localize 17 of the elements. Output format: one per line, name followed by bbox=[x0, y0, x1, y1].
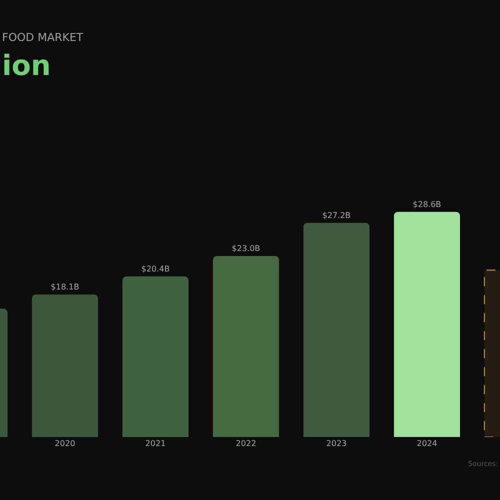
x-tick-label: 2020 bbox=[54, 439, 76, 448]
data-label: $18.1B bbox=[50, 282, 80, 292]
x-tick-label: 2023 bbox=[326, 439, 347, 448]
bar bbox=[303, 222, 370, 437]
chart-subtitle: FOOD MARKET bbox=[2, 31, 84, 44]
data-label: $28.6B bbox=[412, 200, 442, 209]
bar bbox=[32, 294, 98, 437]
chart-title: ion bbox=[2, 49, 51, 82]
data-label: $27.2B bbox=[322, 210, 351, 220]
data-label: $23.0B bbox=[232, 244, 260, 253]
bar bbox=[394, 212, 460, 437]
bar bbox=[122, 276, 189, 437]
bar bbox=[212, 256, 279, 437]
x-tick-label: 2024 bbox=[416, 439, 438, 448]
x-tick-label: 2022 bbox=[236, 439, 256, 448]
x-tick-label: 2021 bbox=[145, 439, 166, 448]
data-label: $20.4B bbox=[141, 264, 170, 274]
